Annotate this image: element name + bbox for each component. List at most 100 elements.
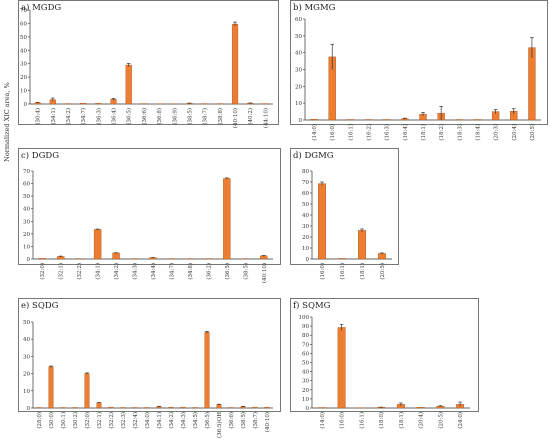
panel-border	[290, 148, 399, 265]
x-tick-label: (34:1)	[50, 108, 57, 125]
panel-border	[18, 0, 279, 125]
panel-border	[18, 148, 281, 265]
y-tick-label: 60	[20, 21, 27, 27]
y-tick-label: 10	[295, 101, 302, 107]
y-tick-label: 10	[23, 244, 30, 250]
x-tick-label: (30:0)	[48, 412, 55, 429]
x-tick-label: (16:4)	[402, 124, 409, 141]
x-tick-label: (34:3)	[180, 412, 187, 429]
x-tick-label: (14:0)	[311, 124, 318, 141]
bar	[120, 407, 126, 409]
x-tick-label: (36:5)	[224, 263, 231, 280]
x-tick-label: (32:3)	[120, 412, 127, 429]
bar	[38, 258, 46, 260]
bar	[204, 332, 210, 409]
x-tick-label: (30:2)	[72, 412, 79, 429]
y-tick-label: 50	[295, 34, 302, 40]
y-tick-label: 0	[299, 118, 303, 124]
y-tick-label: 70	[302, 342, 309, 348]
bar	[383, 119, 391, 121]
bar	[84, 373, 90, 409]
y-tick-label: 70	[23, 169, 30, 175]
y-tick-label: 60	[302, 351, 309, 357]
bar	[80, 102, 87, 105]
y-tick-label: 60	[302, 191, 309, 197]
x-tick-label: (20:4)	[511, 124, 518, 141]
y-tick-label: 0	[306, 257, 310, 263]
x-tick-label: (44:10)	[262, 108, 269, 128]
x-tick-label: (16:0)	[319, 263, 326, 280]
y-tick-label: 40	[302, 213, 309, 219]
y-tick-label: 30	[23, 354, 30, 360]
y-tick-label: 20	[302, 235, 309, 241]
x-tick-label: (16:2)	[366, 124, 373, 141]
panel-border	[290, 0, 548, 125]
bar	[252, 406, 258, 409]
x-tick-label: (32:0)	[39, 263, 46, 280]
panel-title: a) MGDG	[21, 2, 61, 13]
chart-panel-2: b) MGMG 0 10 20 30 40 50 60 (14:0) (16:0) (16:1) (1…	[290, 0, 548, 141]
bar	[112, 252, 120, 260]
y-tick-label: 70	[20, 8, 27, 14]
bar	[318, 183, 327, 260]
chart-panel-3: c) DGDG 0 10 20 30 40 50 60 70 (32:0) (32:1) (32:2)…	[18, 148, 281, 283]
y-tick-label: 50	[23, 320, 30, 326]
x-tick-label: (34:5)	[192, 412, 199, 429]
y-tick-label: 10	[20, 89, 27, 95]
x-tick-label: (32:0)	[84, 412, 91, 429]
y-tick-label: 30	[302, 379, 309, 385]
y-tick-label: 90	[302, 324, 309, 330]
bar	[358, 230, 367, 260]
x-tick-label: (38:5)	[242, 263, 249, 280]
y-tick-label: 30	[302, 224, 309, 230]
bar	[473, 119, 482, 121]
bar	[223, 178, 231, 260]
y-tick-label: 60	[23, 182, 30, 188]
x-tick-label: (34:8)	[187, 263, 194, 280]
x-tick-label: (32:1)	[58, 263, 65, 280]
x-tick-label: (36:6)	[228, 412, 235, 429]
x-tick-label: (32:4)	[132, 412, 139, 429]
bar	[378, 253, 387, 260]
x-tick-label: (20:5)	[529, 124, 536, 141]
x-tick-label: (18:1)	[359, 263, 366, 280]
y-tick-label: 80	[302, 333, 309, 339]
bar	[36, 407, 42, 409]
y-tick-label: 20	[23, 372, 30, 378]
bar	[216, 404, 222, 409]
x-tick-label: (38:5)	[186, 108, 193, 125]
panel-title: f) SQMG	[293, 300, 331, 311]
x-tick-label: (36:2)	[205, 263, 212, 280]
x-tick-label: (34:7)	[80, 108, 87, 125]
y-tick-label: 20	[20, 75, 27, 81]
bar	[144, 407, 150, 409]
y-tick-label: 40	[20, 48, 27, 54]
x-tick-label: (38:8)	[217, 108, 224, 125]
bar	[364, 119, 373, 121]
x-tick-label: (36:6)	[141, 108, 148, 125]
panel-title: c) DGDG	[21, 150, 59, 161]
x-tick-label: (30:4)	[35, 108, 42, 125]
y-tick-label: 40	[302, 370, 309, 376]
x-tick-label: (38:7)	[252, 412, 259, 429]
x-tick-label: (34:2)	[113, 263, 120, 280]
y-tick-label: 60	[295, 17, 302, 23]
x-tick-label: (18:2)	[438, 124, 445, 141]
y-tick-label: 30	[20, 62, 27, 68]
y-tick-label: 50	[302, 361, 309, 367]
y-tick-label: 20	[23, 232, 30, 238]
x-tick-label: (34:2)	[65, 108, 72, 125]
x-tick-label: (32:1)	[96, 412, 103, 429]
x-tick-label: (34:7)	[168, 263, 175, 280]
x-tick-label: (36:3)	[95, 108, 102, 125]
x-tick-label: (34:1)	[156, 412, 163, 429]
chart-panel-5: e) SQDG 0 10 20 30 40 50 (28:0) (30:0) (30:1) (30:…	[18, 298, 281, 438]
x-tick-label: (14:0)	[319, 412, 326, 429]
bar	[72, 407, 78, 409]
x-tick-label: (18:0)	[378, 412, 385, 429]
bar	[60, 407, 66, 409]
chart-panel-4: d) DGMG 0 10 20 30 40 50 60 70 80 (16:0) (16:1) (18:…	[290, 148, 399, 280]
x-tick-label: (36:5)OH	[216, 412, 223, 438]
x-tick-label: (34:3)	[132, 263, 139, 280]
